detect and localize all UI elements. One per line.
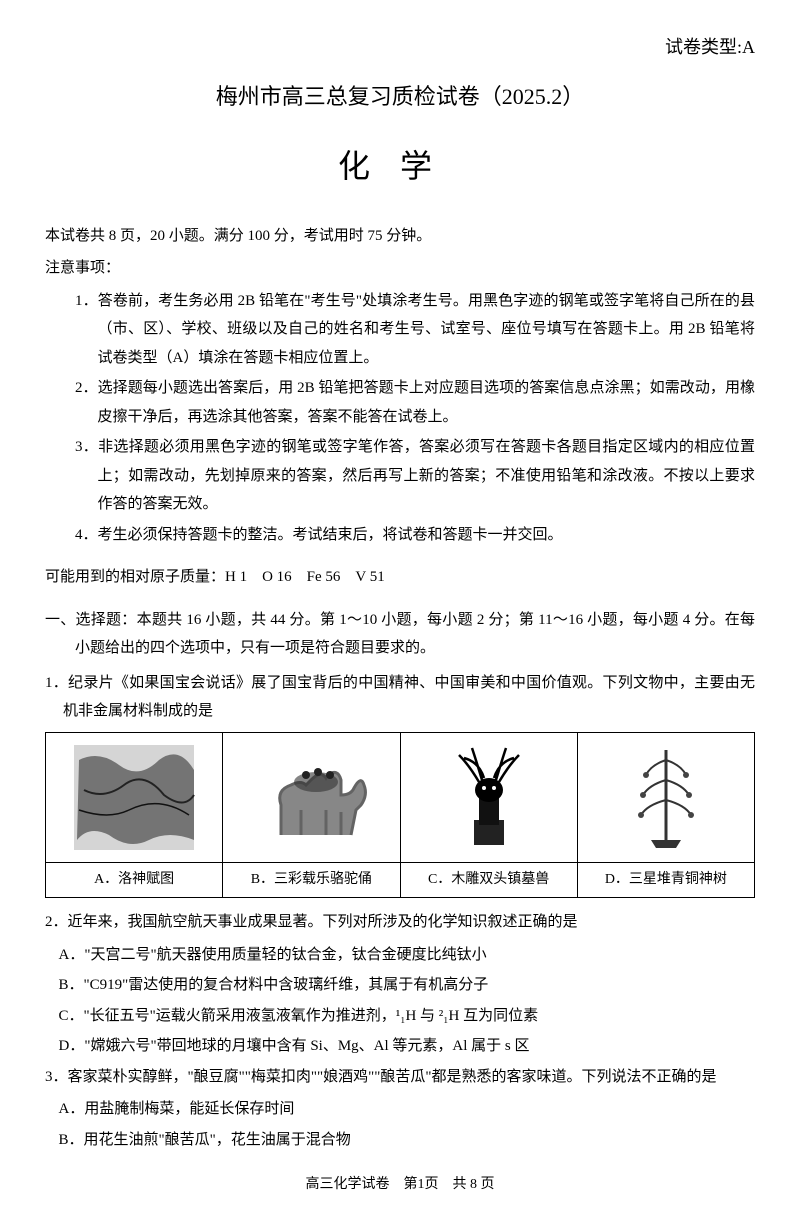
q1-stem: 1．纪录片《如果国宝会说话》展了国宝背后的中国精神、中国审美和中国价值观。下列文… (45, 669, 755, 726)
artifact-camel (246, 740, 376, 855)
q1-img-a (46, 732, 223, 862)
q2-opt-d: D．"嫦娥六号"带回地球的月壤中含有 Si、Mg、Al 等元素，Al 属于 s … (45, 1032, 755, 1061)
instruction-1: 1．答卷前，考生务必用 2B 铅笔在"考生号"处填涂考生号。用黑色字迹的钢笔或签… (45, 287, 755, 373)
q3-stem: 3．客家菜朴实醇鲜，"酿豆腐""梅菜扣肉""娘酒鸡""酿苦瓜"都是熟悉的客家味道… (45, 1063, 755, 1092)
q2-opt-a: A．"天宫二号"航天器使用质量轻的钛合金，钛合金硬度比纯钛小 (45, 941, 755, 970)
instruction-2: 2．选择题每小题选出答案后，用 2B 铅笔把答题卡上对应题目选项的答案信息点涂黑… (45, 374, 755, 431)
page-footer: 高三化学试卷 第1页 共 8 页 (45, 1172, 755, 1199)
instruction-3: 3．非选择题必须用黑色字迹的钢笔或签字笔作答，答案必须写在答题卡各题目指定区域内… (45, 433, 755, 519)
q1-opt-b: B．三彩载乐骆驼俑 (223, 862, 400, 898)
instruction-4: 4．考生必须保持答题卡的整洁。考试结束后，将试卷和答题卡一并交回。 (45, 521, 755, 550)
exam-intro: 本试卷共 8 页，20 小题。满分 100 分，考试用时 75 分钟。 (45, 222, 755, 251)
q1-opt-c: C．木雕双头镇墓兽 (400, 862, 577, 898)
q2-opt-c: C．"长征五号"运载火箭采用液氢液氧作为推进剂，¹₁H 与 ²₁H 互为同位素 (45, 1002, 755, 1031)
atomic-mass-line: 可能用到的相对原子质量：H 1 O 16 Fe 56 V 51 (45, 563, 755, 592)
subject-title: 化学 (45, 136, 755, 197)
q1-img-c (400, 732, 577, 862)
q2-stem: 2．近年来，我国航空航天事业成果显著。下列对所涉及的化学知识叙述正确的是 (45, 908, 755, 937)
notes-header: 注意事项： (45, 254, 755, 283)
artifact-bronze-tree (601, 740, 731, 855)
q1-image-table: A．洛神赋图 B．三彩载乐骆驼俑 C．木雕双头镇墓兽 D．三星堆青铜神树 (45, 732, 755, 899)
q3-opt-b: B．用花生油煎"酿苦瓜"，花生油属于混合物 (45, 1126, 755, 1155)
section-one-header: 一、选择题：本题共 16 小题，共 44 分。第 1～10 小题，每小题 2 分… (45, 606, 755, 663)
artifact-wood-beast (424, 740, 554, 855)
q1-opt-a: A．洛神赋图 (46, 862, 223, 898)
artifact-painting (69, 740, 199, 855)
main-title: 梅州市高三总复习质检试卷（2025.2） (45, 76, 755, 118)
paper-type-label: 试卷类型:A (45, 30, 755, 64)
q1-opt-d: D．三星堆青铜神树 (577, 862, 754, 898)
q1-img-d (577, 732, 754, 862)
q1-img-b (223, 732, 400, 862)
q3-opt-a: A．用盐腌制梅菜，能延长保存时间 (45, 1095, 755, 1124)
q2-opt-b: B．"C919"雷达使用的复合材料中含玻璃纤维，其属于有机高分子 (45, 971, 755, 1000)
